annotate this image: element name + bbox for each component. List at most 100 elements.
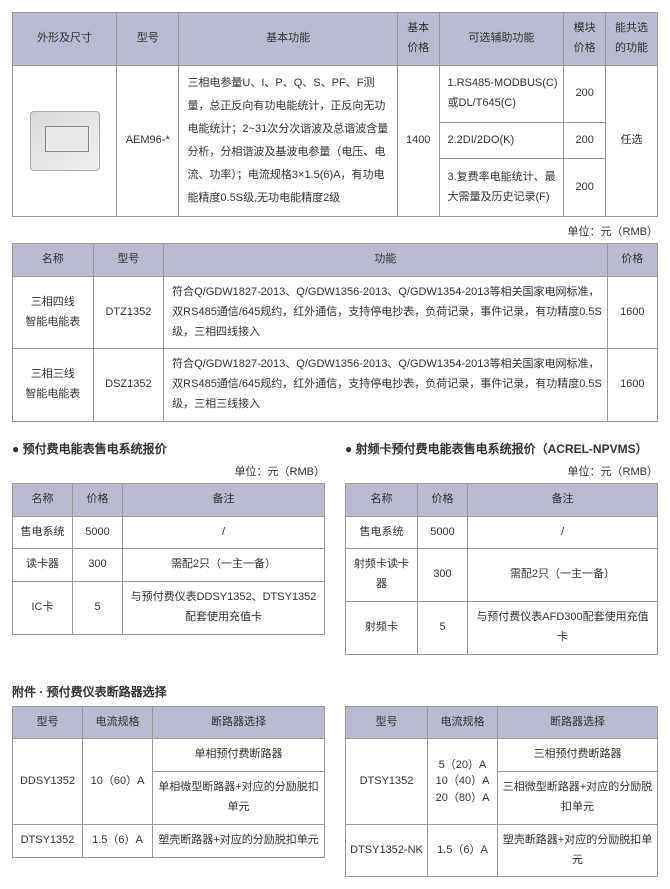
breaker-cell: 塑壳断路器+对应的分励脱扣单元 xyxy=(153,824,325,857)
table-header-row: 外形及尺寸 型号 基本功能 基本 价格 可选辅助功能 模块 价格 能共选 的功能 xyxy=(13,13,658,66)
col-model: 型号 xyxy=(13,706,83,739)
table-row: 三相三线 智能电能表 DSZ1352 符合Q/GDW1827-2013、Q/GD… xyxy=(13,349,658,421)
col-func: 功能 xyxy=(164,244,607,277)
name-cell: 三相四线 智能电能表 xyxy=(13,276,94,348)
table-row: 读卡器 300 需配2只（一主一备） xyxy=(13,549,325,582)
col-price: 价格 xyxy=(607,244,657,277)
aux-price-0: 200 xyxy=(564,65,606,123)
col-model: 型号 xyxy=(117,13,179,66)
price-cell: 5 xyxy=(418,601,468,654)
col-basic-func: 基本功能 xyxy=(179,13,397,66)
table-header-row: 型号 电流规格 断路器选择 xyxy=(346,706,658,739)
meter-icon xyxy=(30,111,100,171)
spec-cell: 5（20）A 10（40）A 20（80）A xyxy=(428,739,498,824)
spec-cell: 1.5（6）A xyxy=(83,824,153,857)
aux-cell-0: 1.RS485-MODBUS(C) 或DL/T645(C) xyxy=(439,65,564,123)
price-cell: 1600 xyxy=(607,276,657,348)
breaker-cell: 塑壳断路器+对应的分励脱扣单元 xyxy=(498,824,658,877)
col-name: 名称 xyxy=(346,483,418,516)
basic-func-cell: 三相电参量U、I、P、Q、S、PF、F测量，总正反向有功电能统计，正反向无功电能… xyxy=(179,65,397,217)
breaker-cell: 单相微型断路器+对应的分励脱扣单元 xyxy=(153,772,325,825)
basic-price-cell: 1400 xyxy=(397,65,439,217)
col-breaker: 断路器选择 xyxy=(153,706,325,739)
col-model: 型号 xyxy=(346,706,428,739)
price-cell: 5000 xyxy=(73,516,123,549)
spec-cell: 1.5（6）A xyxy=(428,824,498,877)
aux-cell-2: 3.复费率电能统计、最大需量及历史记录(F) xyxy=(439,159,564,217)
table-header-row: 名称 价格 备注 xyxy=(346,483,658,516)
name-cell: 三相三线 智能电能表 xyxy=(13,349,94,421)
model-cell: DTSY1352-NK xyxy=(346,824,428,877)
breaker-right-table: 型号 电流规格 断路器选择 DTSY1352 5（20）A 10（40）A 20… xyxy=(345,706,658,878)
name-cell: 读卡器 xyxy=(13,549,73,582)
note-cell: 与预付费仪表AFD300配套使用充值卡 xyxy=(468,601,658,654)
unit-label: 单位：元（RMB） xyxy=(12,223,658,239)
col-name: 名称 xyxy=(13,483,73,516)
table-row: 售电系统 5000 / xyxy=(13,516,325,549)
product-image-cell xyxy=(13,65,117,217)
breaker-cell: 单相预付费断路器 xyxy=(153,739,325,772)
name-cell: 售电系统 xyxy=(346,516,418,549)
note-cell: / xyxy=(123,516,325,549)
col-shape: 外形及尺寸 xyxy=(13,13,117,66)
model-cell: DSZ1352 xyxy=(93,349,164,421)
table-row: DTSY1352-NK 1.5（6）A 塑壳断路器+对应的分励脱扣单元 xyxy=(346,824,658,877)
name-cell: 射频卡读卡器 xyxy=(346,549,418,602)
aux-cell-1: 2.2DI/2DO(K) xyxy=(439,123,564,159)
func-cell: 符合Q/GDW1827-2013、Q/GDW1356-2013、Q/GDW135… xyxy=(164,349,607,421)
table-row: 射频卡读卡器 300 需配2只（一主一备） xyxy=(346,549,658,602)
model-cell: DTZ1352 xyxy=(93,276,164,348)
model-cell: DDSY1352 xyxy=(13,739,83,824)
note-cell: / xyxy=(468,516,658,549)
price-cell: 5000 xyxy=(418,516,468,549)
table-header-row: 名称 型号 功能 价格 xyxy=(13,244,658,277)
price-cell: 1600 xyxy=(607,349,657,421)
model-cell: DTSY1352 xyxy=(13,824,83,857)
col-name: 名称 xyxy=(13,244,94,277)
section-title-breaker: 附件 · 预付费仪表断路器选择 xyxy=(12,683,658,700)
unit-label: 单位：元（RMB） xyxy=(345,463,658,479)
col-basic-price: 基本 价格 xyxy=(397,13,439,66)
col-breaker: 断路器选择 xyxy=(498,706,658,739)
table-row: IC卡 5 与预付费仪表DDSY1352、DTSY1352配套使用充值卡 xyxy=(13,582,325,635)
unit-label: 单位：元（RMB） xyxy=(12,463,325,479)
aux-price-1: 200 xyxy=(564,123,606,159)
col-price: 价格 xyxy=(73,483,123,516)
name-cell: 射频卡 xyxy=(346,601,418,654)
table-row: 售电系统 5000 / xyxy=(346,516,658,549)
col-share: 能共选 的功能 xyxy=(605,13,657,66)
table-row: 三相四线 智能电能表 DTZ1352 符合Q/GDW1827-2013、Q/GD… xyxy=(13,276,658,348)
note-cell: 需配2只（一主一备） xyxy=(123,549,325,582)
price-cell: 5 xyxy=(73,582,123,635)
table-header-row: 型号 电流规格 断路器选择 xyxy=(13,706,325,739)
breaker-cell: 三相预付费断路器 xyxy=(498,739,658,772)
section-title-prepaid: 预付费电能表售电系统报价 xyxy=(12,440,325,457)
col-mod-price: 模块 价格 xyxy=(564,13,606,66)
table-row: DTSY1352 5（20）A 10（40）A 20（80）A 三相预付费断路器 xyxy=(346,739,658,772)
col-note: 备注 xyxy=(123,483,325,516)
price-cell: 300 xyxy=(418,549,468,602)
name-cell: 售电系统 xyxy=(13,516,73,549)
col-spec: 电流规格 xyxy=(428,706,498,739)
model-cell: DTSY1352 xyxy=(346,739,428,824)
col-aux-func: 可选辅助功能 xyxy=(439,13,564,66)
breaker-left-table: 型号 电流规格 断路器选择 DDSY1352 10（60）A 单相预付费断路器 … xyxy=(12,706,325,858)
aux-price-2: 200 xyxy=(564,159,606,217)
prepaid-system-table: 名称 价格 备注 售电系统 5000 / 读卡器 300 需配2只（一主一备） … xyxy=(12,483,325,635)
col-price: 价格 xyxy=(418,483,468,516)
price-cell: 300 xyxy=(73,549,123,582)
name-cell: IC卡 xyxy=(13,582,73,635)
table-row: DTSY1352 1.5（6）A 塑壳断路器+对应的分励脱扣单元 xyxy=(13,824,325,857)
share-cell: 任选 xyxy=(605,65,657,217)
table-header-row: 名称 价格 备注 xyxy=(13,483,325,516)
product-row: AEM96-* 三相电参量U、I、P、Q、S、PF、F测量，总正反向有功电能统计… xyxy=(13,65,658,123)
product-spec-table: 外形及尺寸 型号 基本功能 基本 价格 可选辅助功能 模块 价格 能共选 的功能… xyxy=(12,12,658,217)
smart-meter-table: 名称 型号 功能 价格 三相四线 智能电能表 DTZ1352 符合Q/GDW18… xyxy=(12,243,658,422)
rfid-system-table: 名称 价格 备注 售电系统 5000 / 射频卡读卡器 300 需配2只（一主一… xyxy=(345,483,658,655)
table-row: DDSY1352 10（60）A 单相预付费断路器 xyxy=(13,739,325,772)
section-title-rfid: 射频卡预付费电能表售电系统报价（ACREL-NPVMS） xyxy=(345,440,658,457)
table-row: 射频卡 5 与预付费仪表AFD300配套使用充值卡 xyxy=(346,601,658,654)
model-cell: AEM96-* xyxy=(117,65,179,217)
breaker-cell: 三相微型断路器+对应的分励脱扣单元 xyxy=(498,772,658,825)
spec-cell: 10（60）A xyxy=(83,739,153,824)
